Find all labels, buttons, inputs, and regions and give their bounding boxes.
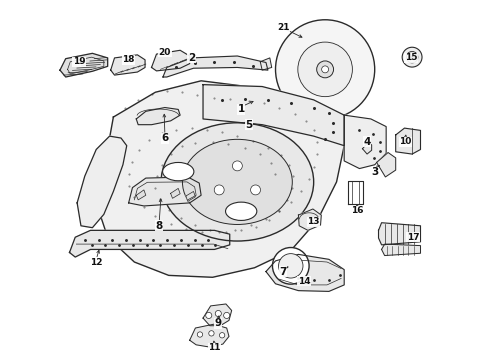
Text: 11: 11 — [208, 343, 220, 352]
Polygon shape — [151, 50, 190, 71]
Polygon shape — [379, 223, 420, 245]
Circle shape — [272, 248, 309, 284]
Text: 2: 2 — [188, 53, 195, 63]
Circle shape — [317, 61, 334, 78]
Text: 6: 6 — [161, 133, 169, 143]
Text: 18: 18 — [122, 55, 135, 64]
Polygon shape — [70, 230, 230, 257]
Text: 1: 1 — [238, 104, 245, 114]
Polygon shape — [377, 153, 396, 177]
Circle shape — [279, 254, 303, 278]
Polygon shape — [363, 143, 371, 154]
Circle shape — [215, 310, 221, 316]
Polygon shape — [344, 115, 386, 168]
Text: 20: 20 — [159, 48, 171, 57]
Text: 10: 10 — [399, 138, 412, 147]
Polygon shape — [190, 324, 229, 347]
Circle shape — [223, 312, 230, 319]
Circle shape — [298, 42, 352, 96]
Ellipse shape — [163, 162, 194, 181]
Ellipse shape — [161, 123, 314, 241]
Polygon shape — [266, 255, 344, 291]
Circle shape — [250, 185, 261, 195]
Text: 19: 19 — [73, 57, 85, 66]
Polygon shape — [136, 108, 180, 125]
Polygon shape — [96, 81, 344, 277]
Ellipse shape — [182, 139, 293, 225]
Polygon shape — [186, 192, 196, 201]
Text: 21: 21 — [277, 23, 290, 32]
Circle shape — [402, 47, 422, 67]
Circle shape — [214, 185, 224, 195]
Polygon shape — [136, 190, 146, 200]
Polygon shape — [203, 85, 344, 146]
Text: 4: 4 — [364, 137, 371, 147]
Text: 13: 13 — [307, 217, 320, 226]
Polygon shape — [171, 188, 180, 198]
Text: 9: 9 — [215, 318, 222, 328]
Circle shape — [206, 312, 212, 319]
Polygon shape — [348, 181, 363, 204]
Polygon shape — [382, 244, 420, 256]
Polygon shape — [60, 53, 108, 77]
Ellipse shape — [225, 202, 257, 220]
Polygon shape — [298, 209, 321, 230]
Text: 16: 16 — [351, 206, 364, 215]
Text: 17: 17 — [407, 233, 419, 242]
Circle shape — [275, 20, 375, 119]
Polygon shape — [260, 58, 272, 70]
Polygon shape — [396, 128, 420, 154]
Polygon shape — [203, 304, 232, 326]
Circle shape — [232, 161, 243, 171]
Circle shape — [197, 332, 203, 337]
Polygon shape — [111, 55, 145, 75]
Text: 15: 15 — [405, 53, 417, 62]
Text: 14: 14 — [298, 276, 311, 285]
Text: 8: 8 — [155, 221, 163, 231]
Text: 5: 5 — [245, 120, 252, 130]
Polygon shape — [77, 136, 127, 228]
Circle shape — [406, 51, 418, 63]
Circle shape — [209, 331, 214, 336]
Text: 12: 12 — [90, 257, 102, 266]
Polygon shape — [163, 56, 268, 77]
Circle shape — [220, 333, 225, 338]
Text: 7: 7 — [279, 266, 287, 276]
Polygon shape — [129, 177, 201, 206]
Circle shape — [321, 66, 329, 73]
Text: 3: 3 — [371, 167, 378, 177]
